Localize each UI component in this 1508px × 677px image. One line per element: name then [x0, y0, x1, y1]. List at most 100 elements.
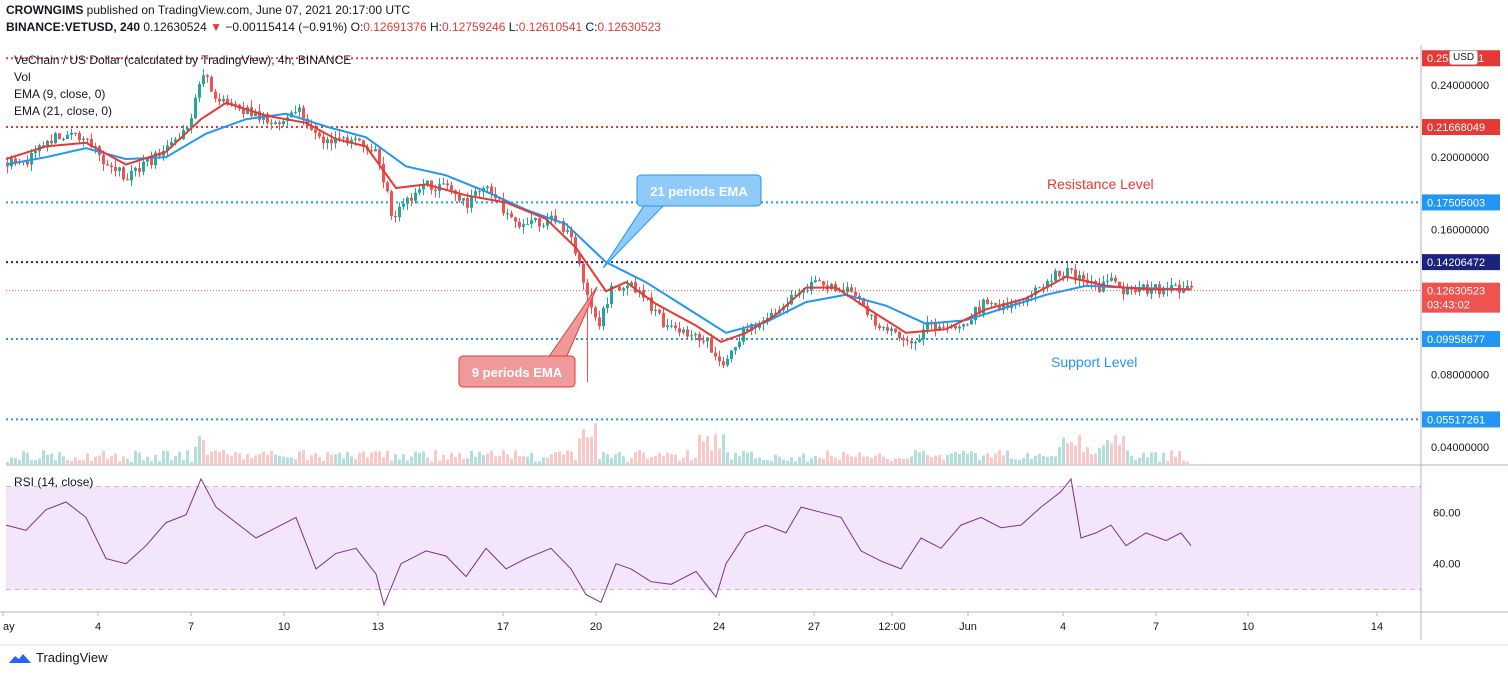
- volume-bar: [334, 454, 337, 465]
- volume-bar: [602, 452, 605, 465]
- volume-bar: [686, 450, 689, 465]
- volume-bar: [74, 457, 77, 465]
- price-tick-2: 0.16000000: [1431, 225, 1489, 237]
- candle-body: [294, 111, 297, 113]
- volume-bar: [406, 460, 409, 465]
- volume-bar: [298, 451, 301, 465]
- candle-body: [886, 327, 889, 331]
- volume-bar: [554, 452, 557, 465]
- candle-body: [814, 280, 817, 282]
- tradingview-logo[interactable]: TradingView: [8, 650, 108, 665]
- legend-vol[interactable]: Vol: [14, 70, 31, 84]
- candle-body: [898, 332, 901, 339]
- volume-bar: [130, 461, 133, 465]
- support-label: Support Level: [1051, 354, 1137, 370]
- candle-body: [462, 198, 465, 201]
- volume-bar: [350, 456, 353, 465]
- volume-bar: [586, 437, 589, 465]
- candle-body: [914, 341, 917, 344]
- level-tag-3: [1422, 254, 1500, 271]
- level-label-4: 0.09958677: [1427, 334, 1485, 346]
- volume-bar: [870, 457, 873, 465]
- time-tick-9: 12:00: [878, 621, 906, 633]
- candle-body: [1106, 280, 1109, 282]
- volume-bar: [118, 461, 121, 465]
- candle-body: [818, 280, 821, 282]
- candle-body: [334, 137, 337, 144]
- volume-bar: [806, 461, 809, 465]
- candle-body: [986, 299, 989, 304]
- candle-body: [842, 289, 845, 293]
- candle-body: [390, 191, 393, 216]
- candle-body: [470, 195, 473, 208]
- candle-body: [326, 139, 329, 144]
- volume-bar: [390, 460, 393, 465]
- candle-body: [194, 97, 197, 119]
- volume-bar: [318, 456, 321, 465]
- candle-body: [1078, 275, 1081, 281]
- candle-body: [926, 321, 929, 330]
- candle-body: [190, 118, 193, 128]
- candle-body: [734, 347, 737, 351]
- volume-bar: [1094, 453, 1097, 465]
- candle-body: [978, 306, 981, 314]
- volume-bar: [490, 451, 493, 465]
- volume-bar: [430, 461, 433, 465]
- volume-bar: [526, 456, 529, 465]
- candle-body: [698, 333, 701, 341]
- volume-bar: [210, 451, 213, 465]
- candle-body: [666, 325, 669, 328]
- volume-bar: [470, 450, 473, 465]
- volume-bar: [954, 452, 957, 465]
- candle-body: [150, 158, 153, 166]
- volume-bar: [1162, 452, 1165, 465]
- candle-body: [570, 230, 573, 238]
- volume-bar: [398, 459, 401, 465]
- volume-bar: [778, 456, 781, 465]
- volume-bar: [446, 459, 449, 465]
- volume-bar: [726, 452, 729, 465]
- volume-bar: [202, 439, 205, 465]
- volume-bar: [138, 452, 141, 465]
- candle-body: [866, 305, 869, 315]
- volume-bar: [438, 460, 441, 465]
- volume-bar: [1034, 455, 1037, 465]
- symbol-label: BINANCE:VETUSD, 240: [6, 20, 141, 34]
- legend-rsi[interactable]: RSI (14, close): [14, 475, 94, 489]
- candle-body: [810, 281, 813, 290]
- candle-body: [546, 220, 549, 226]
- volume-bar: [690, 460, 693, 465]
- volume-bar: [374, 451, 377, 465]
- volume-bar: [770, 461, 773, 465]
- volume-bar: [754, 458, 757, 465]
- candle-body: [398, 206, 401, 218]
- candle-body: [1034, 287, 1037, 296]
- volume-bar: [286, 457, 289, 465]
- volume-bar: [846, 454, 849, 465]
- volume-bar: [150, 461, 153, 465]
- legend-ema9[interactable]: EMA (9, close, 0): [14, 87, 106, 101]
- candle-body: [170, 142, 173, 146]
- candle-body: [774, 313, 777, 315]
- volume-bar: [18, 459, 21, 465]
- candle-body: [358, 138, 361, 141]
- volume-bar: [1002, 455, 1005, 465]
- candle-body: [678, 328, 681, 333]
- candle-body: [618, 286, 621, 291]
- volume-bar: [626, 461, 629, 465]
- volume-bar: [1030, 458, 1033, 465]
- volume-bar: [710, 450, 713, 465]
- volume-bar: [830, 455, 833, 465]
- publisher-name[interactable]: CROWNGIMS: [6, 3, 84, 17]
- volume-bar: [650, 457, 653, 465]
- volume-bar: [246, 453, 249, 465]
- volume-bar: [122, 456, 125, 465]
- candle-body: [726, 358, 729, 366]
- currency-button[interactable]: USD: [1449, 50, 1479, 65]
- legend-ema21[interactable]: EMA (21, close, 0): [14, 104, 113, 118]
- candle-body: [562, 221, 565, 232]
- volume-bar: [22, 450, 25, 465]
- volume-bar: [1142, 452, 1145, 465]
- volume-bar: [774, 454, 777, 465]
- volume-bar: [738, 456, 741, 465]
